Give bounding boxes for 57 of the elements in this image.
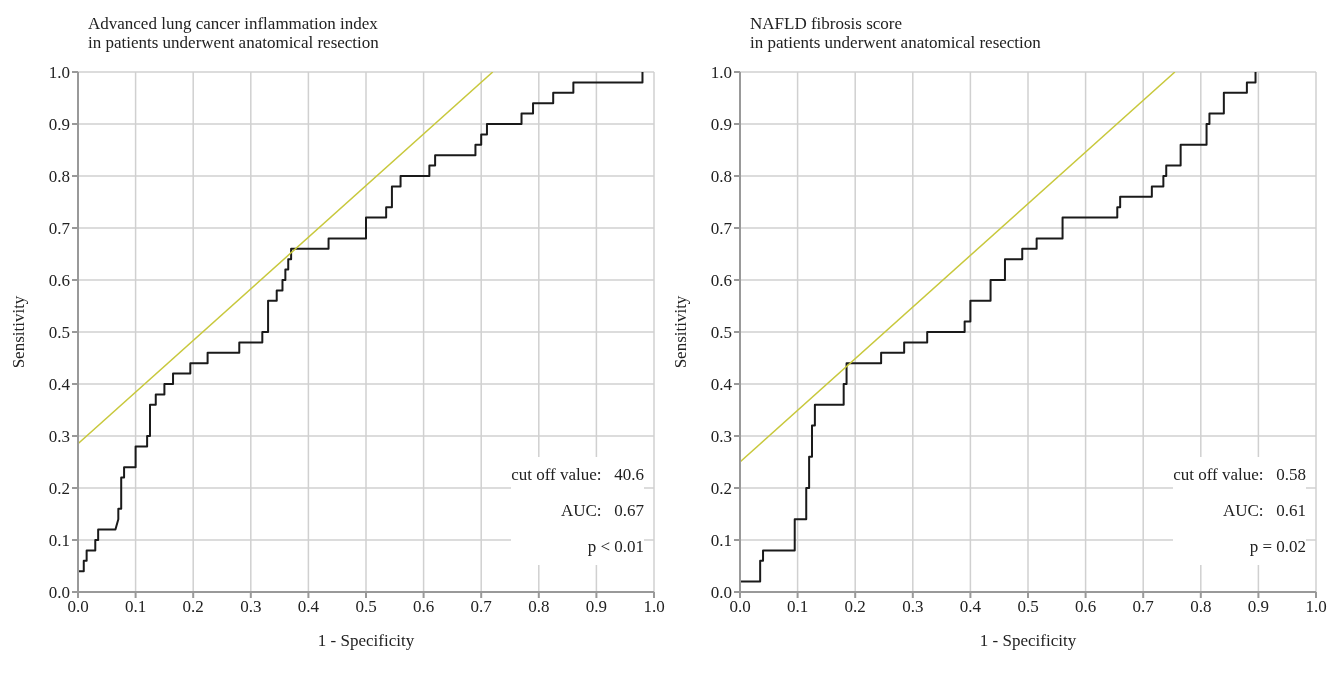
x-tick-label: 1.0 (643, 597, 665, 617)
y-tick-label: 0.4 (48, 375, 71, 395)
x-tick-label: 0.9 (1247, 597, 1270, 617)
y-tick-label: 0.0 (48, 583, 70, 603)
y-tick-label: 0.0 (710, 583, 732, 603)
x-tick-label: 0.9 (585, 597, 608, 617)
x-tick-label: 0.3 (902, 597, 924, 617)
y-tick-label: 0.7 (48, 219, 71, 239)
x-tick-label: 0.4 (297, 597, 320, 617)
y-tick-label: 0.7 (710, 219, 733, 239)
x-tick-label: 0.6 (1074, 597, 1097, 617)
annotation: cut off value: 40.6 (511, 464, 644, 486)
y-tick-label: 0.8 (48, 167, 70, 187)
x-tick-label: 0.2 (182, 597, 204, 617)
y-tick-label: 0.1 (48, 531, 70, 551)
x-tick-label: 1.0 (1305, 597, 1327, 617)
y-tick-label: 0.3 (48, 427, 70, 447)
y-tick-label: 0.2 (710, 479, 732, 499)
x-tick-label: 0.3 (240, 597, 262, 617)
line-series (78, 72, 644, 573)
y-tick-label: 0.5 (48, 323, 70, 343)
x-tick-label: 0.5 (355, 597, 377, 617)
x-tick-label: 0.7 (1132, 597, 1155, 617)
y-tick-label: 0.6 (48, 271, 70, 291)
y-tick-label: 0.2 (48, 479, 70, 499)
x-tick-label: 0.4 (959, 597, 982, 617)
y-tick-label: 1.0 (48, 63, 70, 83)
x-tick-label: 0.1 (124, 597, 147, 617)
y-tick-label: 0.4 (710, 375, 733, 395)
annotation: p = 0.02 (1248, 536, 1306, 558)
y-tick-label: 0.9 (48, 115, 70, 135)
x-tick-label: 0.7 (470, 597, 493, 617)
x-axis-title: 1 - Specificity (317, 631, 415, 650)
y-tick-label: 0.1 (710, 531, 732, 551)
annotation: AUC: 0.61 (1221, 500, 1306, 522)
y-tick-label: 0.3 (710, 427, 732, 447)
x-tick-label: 0.8 (528, 597, 550, 617)
x-tick-label: 0.1 (786, 597, 809, 617)
chart-title: Advanced lung cancer inflammation index in patients underwent anatomical resection (88, 14, 379, 52)
x-tick-label: 0.2 (844, 597, 866, 617)
y-tick-label: 0.9 (710, 115, 732, 135)
y-tick-label: 0.5 (710, 323, 732, 343)
annotation: cut off value: 0.58 (1173, 464, 1306, 486)
x-axis-title: 1 - Specificity (979, 631, 1077, 650)
y-tick-label: 0.6 (710, 271, 732, 291)
y-tick-label: 0.8 (710, 167, 732, 187)
x-tick-label: 0.6 (412, 597, 435, 617)
y-tick-label: 1.0 (710, 63, 732, 83)
x-tick-label: 0.0 (67, 597, 89, 617)
x-tick-label: 0.0 (729, 597, 751, 617)
y-axis-title: Sensitivity (9, 295, 29, 369)
annotation: p < 0.01 (586, 536, 644, 558)
x-tick-label: 0.5 (1017, 597, 1039, 617)
chart-title: NAFLD fibrosis score in patients underwent anatomical resection (750, 14, 1041, 52)
annotation: AUC: 0.67 (559, 500, 644, 522)
y-axis-title: Sensitivity (671, 295, 691, 369)
x-tick-label: 0.8 (1190, 597, 1212, 617)
